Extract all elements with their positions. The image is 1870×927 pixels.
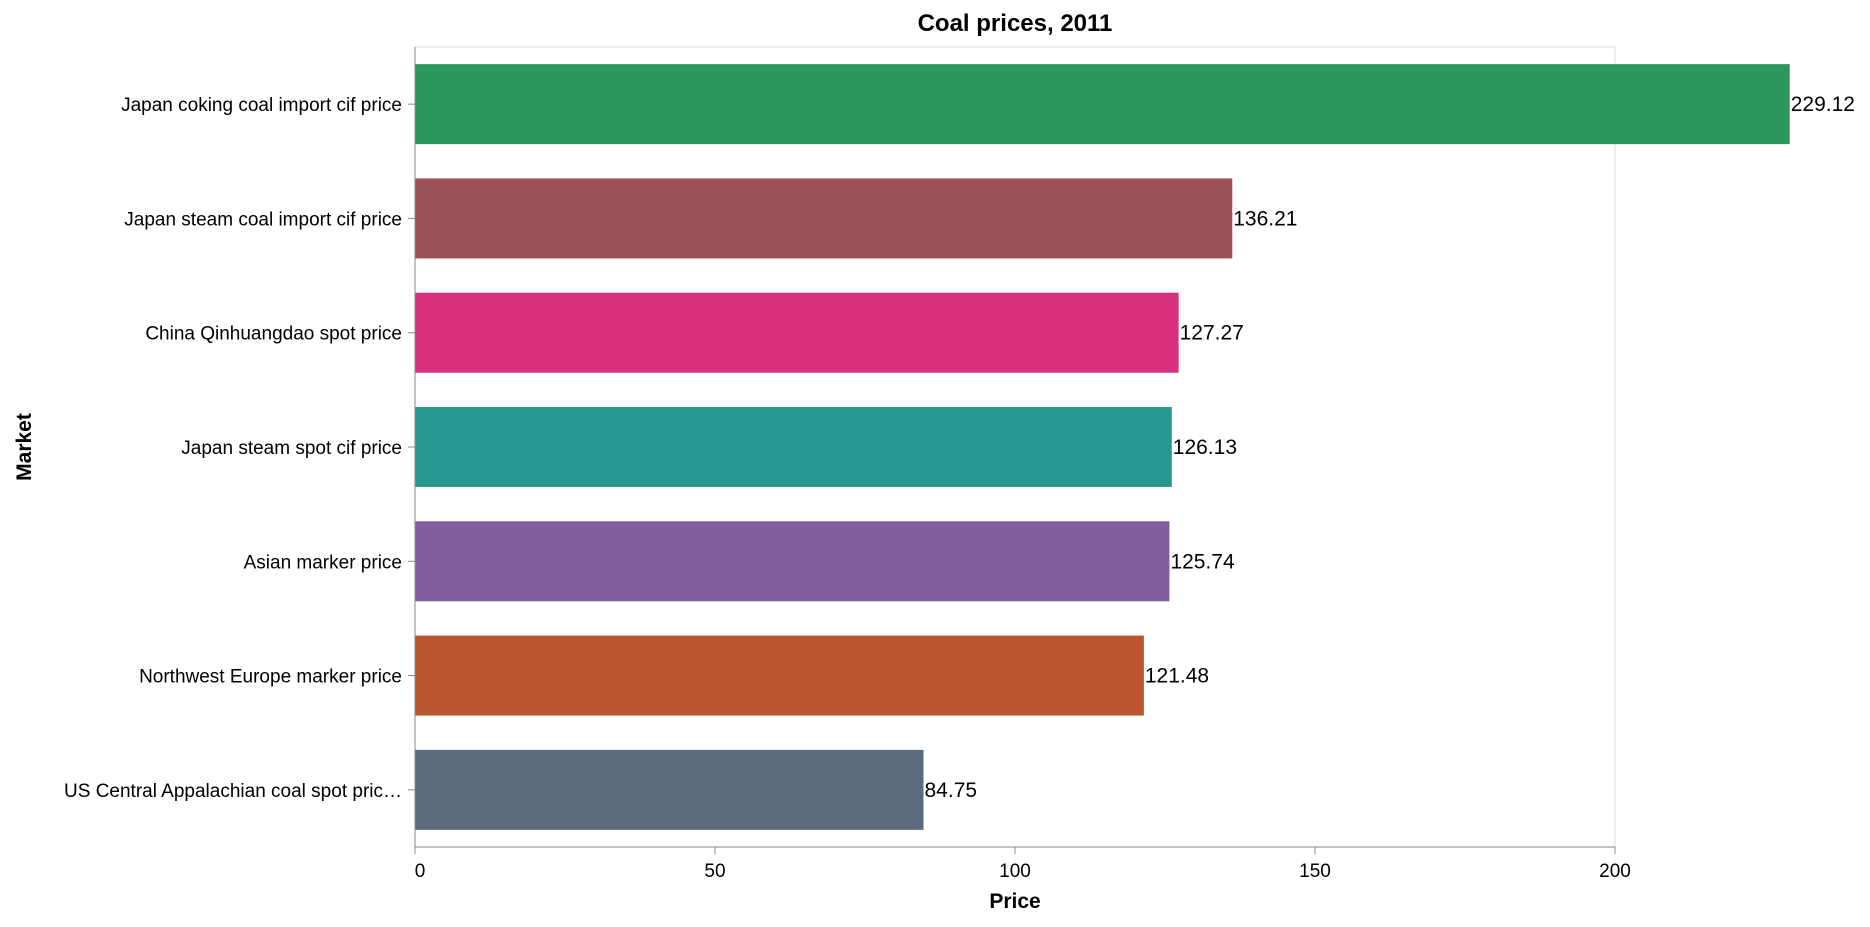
data-label: 121.48 <box>1145 665 1209 688</box>
data-label: 136.21 <box>1233 207 1297 230</box>
y-tick-label: Japan steam coal import cif price <box>124 209 402 230</box>
x-axis: 0 50 100 150 200 <box>414 847 1631 882</box>
y-tick-label: China Qinhuangdao spot price <box>145 324 402 345</box>
data-label: 84.75 <box>925 779 978 802</box>
data-label: 229.12 <box>1791 93 1855 116</box>
x-axis-title: Price <box>989 890 1040 913</box>
bar <box>415 292 1179 373</box>
y-tick-label: US Central Appalachian coal spot pric… <box>64 781 402 802</box>
y-tick-labels: Japan coking coal import cif price Japan … <box>64 95 415 802</box>
data-label: 127.27 <box>1180 322 1244 345</box>
x-tick-label: 50 <box>704 861 725 882</box>
bar <box>415 635 1144 716</box>
bar <box>415 407 1172 487</box>
y-axis-title: Market <box>13 413 36 481</box>
chart-title: Coal prices, 2011 <box>918 10 1113 37</box>
y-tick-label: Asian marker price <box>244 552 402 573</box>
bar <box>415 64 1790 145</box>
y-tick-label: Japan coking coal import cif price <box>121 95 402 116</box>
x-tick-label: 0 <box>415 861 426 882</box>
x-tick-label: 150 <box>1299 861 1331 882</box>
x-tick-label: 100 <box>999 861 1031 882</box>
data-label: 126.13 <box>1173 436 1237 459</box>
bar <box>415 749 924 830</box>
y-tick-label: Japan steam spot cif price <box>181 438 402 459</box>
bar <box>415 521 1170 602</box>
x-tick-label: 200 <box>1599 861 1631 882</box>
y-tick-label: Northwest Europe marker price <box>139 667 402 688</box>
bar <box>415 178 1233 259</box>
bars-layer: 229.12 136.21 127.27 126.13 125.74 121.48 84.7… <box>415 64 1855 830</box>
data-label: 125.74 <box>1170 550 1235 573</box>
